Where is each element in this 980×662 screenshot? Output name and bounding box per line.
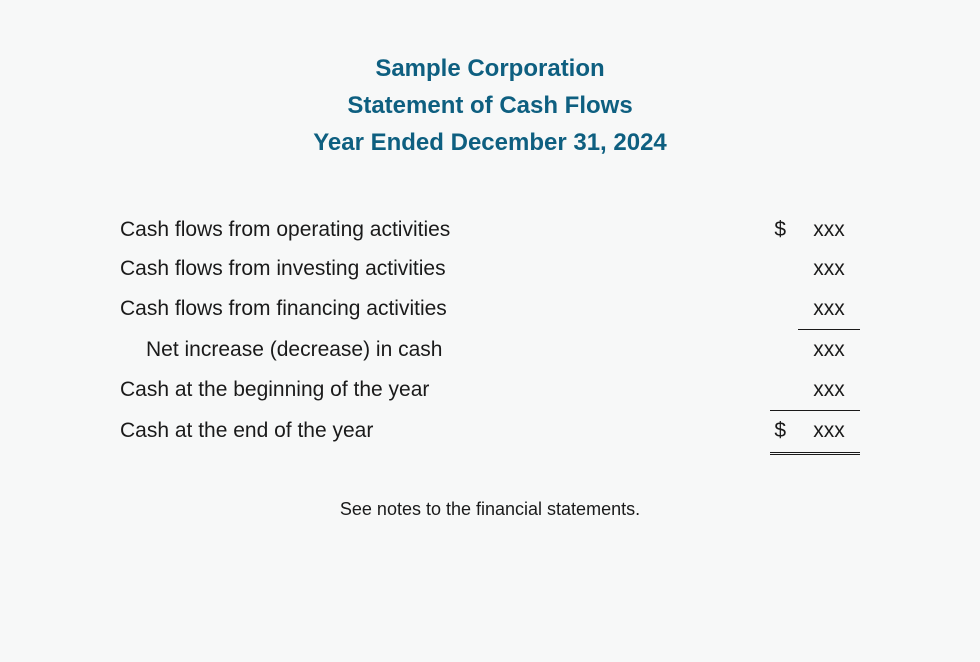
amount-cell: xxx bbox=[720, 249, 860, 289]
row-label: Cash flows from financing activities bbox=[120, 289, 720, 329]
amount-value: xxx bbox=[798, 411, 860, 451]
row-label: Cash flows from operating activities bbox=[120, 210, 720, 250]
table-row: Cash flows from financing activities xxx bbox=[120, 289, 860, 329]
row-label: Cash at the beginning of the year bbox=[120, 370, 720, 410]
statement-title: Statement of Cash Flows bbox=[120, 87, 860, 124]
table-row: Cash flows from operating activities $ x… bbox=[120, 210, 860, 250]
row-label: Net increase (decrease) in cash bbox=[120, 330, 720, 370]
cash-flow-table: Cash flows from operating activities $ x… bbox=[120, 210, 860, 455]
amount-value: xxx bbox=[798, 289, 860, 329]
statement-header: Sample Corporation Statement of Cash Flo… bbox=[120, 50, 860, 162]
table-row: Cash at the beginning of the year xxx bbox=[120, 370, 860, 410]
amount-cell: $ xxx bbox=[720, 210, 860, 250]
table-row: Net increase (decrease) in cash xxx bbox=[120, 329, 860, 370]
currency-symbol: $ bbox=[770, 210, 786, 250]
row-label: Cash at the end of the year bbox=[120, 411, 720, 451]
period-line: Year Ended December 31, 2024 bbox=[120, 124, 860, 161]
amount-cell: xxx bbox=[720, 370, 860, 410]
table-row: Cash flows from investing activities xxx bbox=[120, 249, 860, 289]
amount-value: xxx bbox=[798, 249, 860, 289]
amount-value: xxx bbox=[798, 210, 860, 250]
amount-cell: $ xxx bbox=[720, 410, 860, 455]
currency-symbol: $ bbox=[770, 411, 786, 451]
footnote: See notes to the financial statements. bbox=[120, 499, 860, 520]
amount-cell: xxx bbox=[720, 329, 860, 370]
amount-value: xxx bbox=[798, 370, 860, 410]
table-row: Cash at the end of the year $ xxx bbox=[120, 410, 860, 455]
amount-cell: xxx bbox=[720, 289, 860, 329]
amount-value: xxx bbox=[798, 329, 860, 370]
row-label: Cash flows from investing activities bbox=[120, 249, 720, 289]
company-name: Sample Corporation bbox=[120, 50, 860, 87]
